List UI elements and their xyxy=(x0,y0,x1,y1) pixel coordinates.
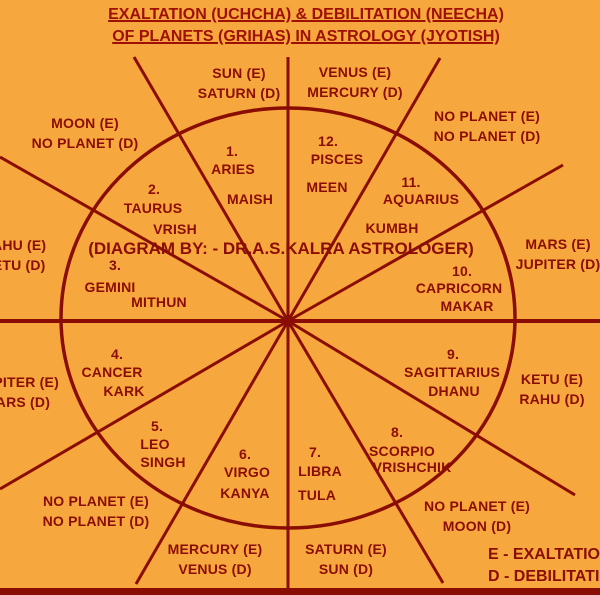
sign-2-hindi-name: VRISH xyxy=(153,221,197,237)
sign-3-name: GEMINI xyxy=(84,279,136,295)
sign-11-name: AQUARIUS xyxy=(382,191,460,207)
bottom-border-bar xyxy=(0,588,600,595)
title-line1: EXALTATION (UCHCHA) & DEBILITATION (NEEC… xyxy=(108,6,504,23)
spoke-4 xyxy=(287,319,576,497)
sign-7-hindi-name: TULA xyxy=(297,487,337,503)
sign-2-name: TAURUS xyxy=(123,200,183,216)
planet-label-noplanet-moon: NO PLANET (E) MOON (D) xyxy=(423,498,531,534)
sign-3-hindi-name: MITHUN xyxy=(131,294,187,310)
planet-label-mercury-venus: MERCURY (E) VENUS (D) xyxy=(167,541,263,577)
sign-6-number: 6. xyxy=(238,446,252,462)
credit-text: (DIAGRAM BY: - DR.A.S.KALRA ASTROLOGER) xyxy=(88,239,474,258)
sign-11-number: 11. xyxy=(401,174,421,190)
sign-6-hindi-name: KANYA xyxy=(220,485,270,501)
spoke-11 xyxy=(132,56,290,322)
spoke-10 xyxy=(0,155,289,323)
sign-5-hindi-name: SINGH xyxy=(140,454,186,470)
sign-2-number: 2. xyxy=(147,181,161,197)
sign-9-number: 9. xyxy=(446,346,460,362)
sign-12-number: 12. xyxy=(317,133,339,149)
sign-8-name: SCORPIO xyxy=(369,443,435,459)
spoke-1 xyxy=(286,57,442,322)
planet-label-mars-jupiter: MARS (E) JUPITER (D) xyxy=(515,236,600,272)
sign-10-name: CAPRICORN xyxy=(415,280,503,296)
sign-4-hindi-name: KARK xyxy=(103,383,145,399)
planet-label-moon-noplanet: MOON (E) NO PLANET (D) xyxy=(31,115,139,151)
legend-exaltation: E - EXALTATION xyxy=(488,546,600,563)
planet-label-noplanet-bottom-left: NO PLANET (E) NO PLANET (D) xyxy=(42,493,150,529)
sign-5-name: LEO xyxy=(140,436,170,452)
sign-7-number: 7. xyxy=(308,444,322,460)
sign-10-number: 10. xyxy=(451,263,473,279)
sign-9-hindi-name: DHANU xyxy=(428,383,480,399)
sign-10-hindi-name: MAKAR xyxy=(440,298,494,314)
spoke-5 xyxy=(286,320,445,584)
sign-8-hindi-name: VRISHCHIK xyxy=(372,459,452,475)
sign-1-name: ARIES xyxy=(211,161,255,177)
legend: E - EXALTATION D - DEBILITATION xyxy=(488,544,600,588)
planet-label-venus-mercury: VENUS (E) MERCURY (D) xyxy=(307,64,403,100)
sign-9-name: SAGITTARIUS xyxy=(403,364,501,380)
sign-4-number: 4. xyxy=(110,346,124,362)
sign-8-number: 8. xyxy=(390,424,404,440)
sign-7-name: LIBRA xyxy=(298,463,342,479)
spoke-8 xyxy=(0,319,289,491)
sign-12-hindi-name: MEEN xyxy=(306,179,348,195)
sign-11-hindi-name: KUMBH xyxy=(365,220,419,236)
spoke-7 xyxy=(134,320,290,585)
sign-1-number: 1. xyxy=(225,143,239,159)
planet-label-jupiter-mars: JUPITER (E) MARS (D) xyxy=(0,374,59,410)
planet-label-rahu-ketu: RAHU (E) KETU (D) xyxy=(0,237,47,273)
title-line2: OF PLANETS (GRIHAS) IN ASTROLOGY (JYOTIS… xyxy=(112,28,500,45)
sign-4-name: CANCER xyxy=(81,364,143,380)
legend-debilitation: D - DEBILITATION xyxy=(488,568,600,585)
sign-1-hindi-name: MAISH xyxy=(226,191,274,207)
sign-12-name: PISCES xyxy=(310,151,364,167)
spoke-2 xyxy=(287,163,564,323)
planet-label-noplanet-upper-right: NO PLANET (E) NO PLANET (D) xyxy=(433,108,541,144)
sign-6-name: VIRGO xyxy=(223,464,271,480)
sign-5-number: 5. xyxy=(150,418,164,434)
planet-label-saturn-sun: SATURN (E) SUN (D) xyxy=(305,541,387,577)
page-title: EXALTATION (UCHCHA) & DEBILITATION (NEEC… xyxy=(0,4,600,48)
planet-label-ketu-rahu: KETU (E) RAHU (D) xyxy=(519,371,585,407)
sign-3-number: 3. xyxy=(108,257,122,273)
planet-label-sun-saturn: SUN (E) SATURN (D) xyxy=(197,65,281,101)
